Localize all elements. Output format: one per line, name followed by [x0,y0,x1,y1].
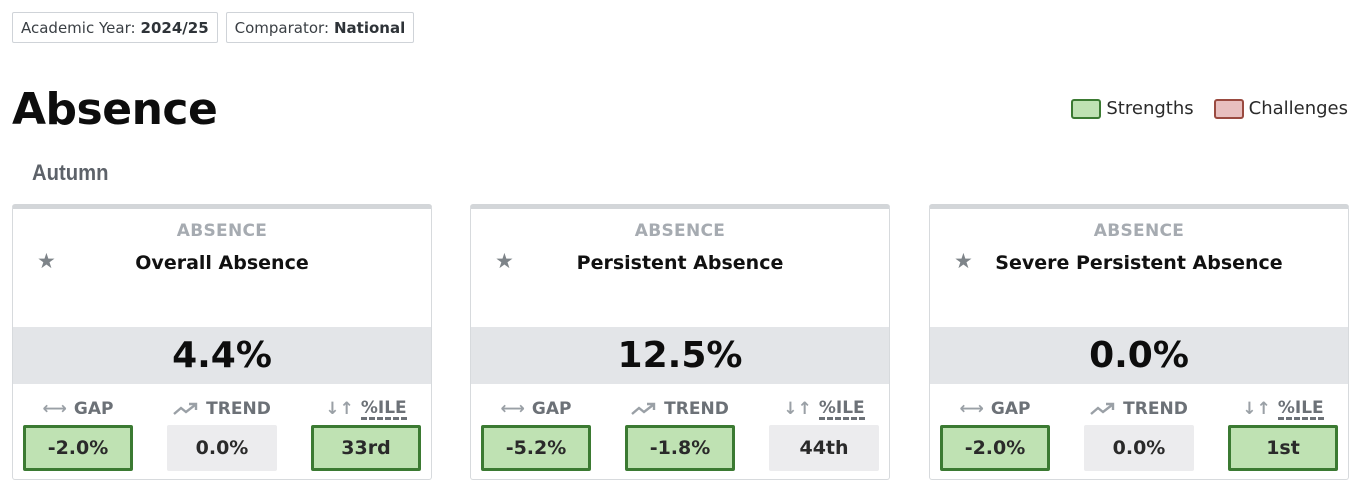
comparator-label: Comparator: [234,18,329,37]
gap-header: ⟷ GAP [960,398,1031,420]
legend-challenges-label: Challenges [1248,98,1348,119]
trend-header: TREND [631,398,729,420]
card-value: 0.0% [1089,335,1189,376]
trend-up-icon [173,402,198,415]
percentile-value: 1st [1228,425,1338,471]
percentile-header: ↓↑ %ILE [325,397,407,420]
card-category: ABSENCE [634,221,726,241]
legend-strengths-label: Strengths [1106,98,1194,119]
metric-card-overall-absence[interactable]: ABSENCE ★ Overall Absence 4.4% ⟷ GAP -2.… [12,204,432,480]
sort-arrows-icon: ↓↑ [1242,399,1271,419]
academic-year-label: Academic Year: [21,18,136,37]
legend-challenges: Challenges [1213,98,1348,119]
gap-value: -5.2% [481,425,591,471]
card-value-band: 0.0% [930,327,1348,384]
academic-year-filter[interactable]: Academic Year: 2024/25 [12,12,218,43]
percentile-value: 44th [769,425,879,471]
strengths-swatch [1071,98,1102,119]
trend-label: TREND [1123,399,1188,419]
filter-bar: Academic Year: 2024/25 Comparator: Natio… [12,12,415,43]
star-icon[interactable]: ★ [37,249,56,273]
card-value-band: 4.4% [13,327,431,384]
challenges-swatch [1213,98,1244,119]
double-arrow-icon: ⟷ [42,399,67,419]
card-value-band: 12.5% [471,327,889,384]
gap-header: ⟷ GAP [501,398,572,420]
gap-metric: ⟷ GAP -5.2% [481,398,591,471]
trend-up-icon [631,402,656,415]
percentile-header: ↓↑ %ILE [783,397,865,420]
trend-value: 0.0% [167,425,277,471]
double-arrow-icon: ⟷ [500,399,525,419]
star-icon[interactable]: ★ [954,249,973,273]
gap-header: ⟷ GAP [43,398,114,420]
card-value: 4.4% [172,335,272,376]
card-metrics: ⟷ GAP -5.2% TREND -1.8% ↓↑ %ILE 44th [481,398,879,471]
trend-header: TREND [1090,398,1188,420]
metric-card-severe-persistent-absence[interactable]: ABSENCE ★ Severe Persistent Absence 0.0%… [929,204,1349,480]
comparator-value: National [334,18,406,37]
card-metrics: ⟷ GAP -2.0% TREND 0.0% ↓↑ %ILE 33rd [23,398,421,471]
legend: Strengths Challenges [1071,98,1348,119]
page-title: Absence [12,84,218,135]
percentile-metric: ↓↑ %ILE 44th [769,398,879,471]
gap-label: GAP [990,399,1031,419]
trend-metric: TREND 0.0% [1084,398,1194,471]
trend-label: TREND [664,399,729,419]
card-value: 12.5% [617,335,743,376]
trend-header: TREND [173,398,271,420]
percentile-value: 33rd [311,425,421,471]
sort-arrows-icon: ↓↑ [325,399,354,419]
percentile-label[interactable]: %ILE [818,397,865,420]
percentile-label[interactable]: %ILE [360,397,407,420]
comparator-filter[interactable]: Comparator: National [225,12,415,43]
card-category: ABSENCE [1093,221,1185,241]
gap-value: -2.0% [940,425,1050,471]
trend-value: 0.0% [1084,425,1194,471]
gap-value: -2.0% [23,425,133,471]
card-title: Persistent Absence [576,252,784,274]
gap-metric: ⟷ GAP -2.0% [940,398,1050,471]
sort-arrows-icon: ↓↑ [783,399,812,419]
gap-metric: ⟷ GAP -2.0% [23,398,133,471]
card-category: ABSENCE [176,221,268,241]
star-icon[interactable]: ★ [495,249,514,273]
gap-label: GAP [73,399,114,419]
card-title: Overall Absence [135,252,309,274]
card-title: Severe Persistent Absence [995,252,1283,274]
gap-label: GAP [531,399,572,419]
percentile-label[interactable]: %ILE [1277,397,1324,420]
double-arrow-icon: ⟷ [959,399,984,419]
legend-strengths: Strengths [1071,98,1194,119]
trend-up-icon [1090,402,1115,415]
card-metrics: ⟷ GAP -2.0% TREND 0.0% ↓↑ %ILE 1st [940,398,1338,471]
percentile-header: ↓↑ %ILE [1242,397,1324,420]
percentile-metric: ↓↑ %ILE 1st [1228,398,1338,471]
trend-metric: TREND 0.0% [167,398,277,471]
section-title: Autumn [32,160,109,185]
academic-year-value: 2024/25 [140,18,209,37]
trend-label: TREND [206,399,271,419]
percentile-metric: ↓↑ %ILE 33rd [311,398,421,471]
trend-value: -1.8% [625,425,735,471]
metric-card-persistent-absence[interactable]: ABSENCE ★ Persistent Absence 12.5% ⟷ GAP… [470,204,890,480]
trend-metric: TREND -1.8% [625,398,735,471]
